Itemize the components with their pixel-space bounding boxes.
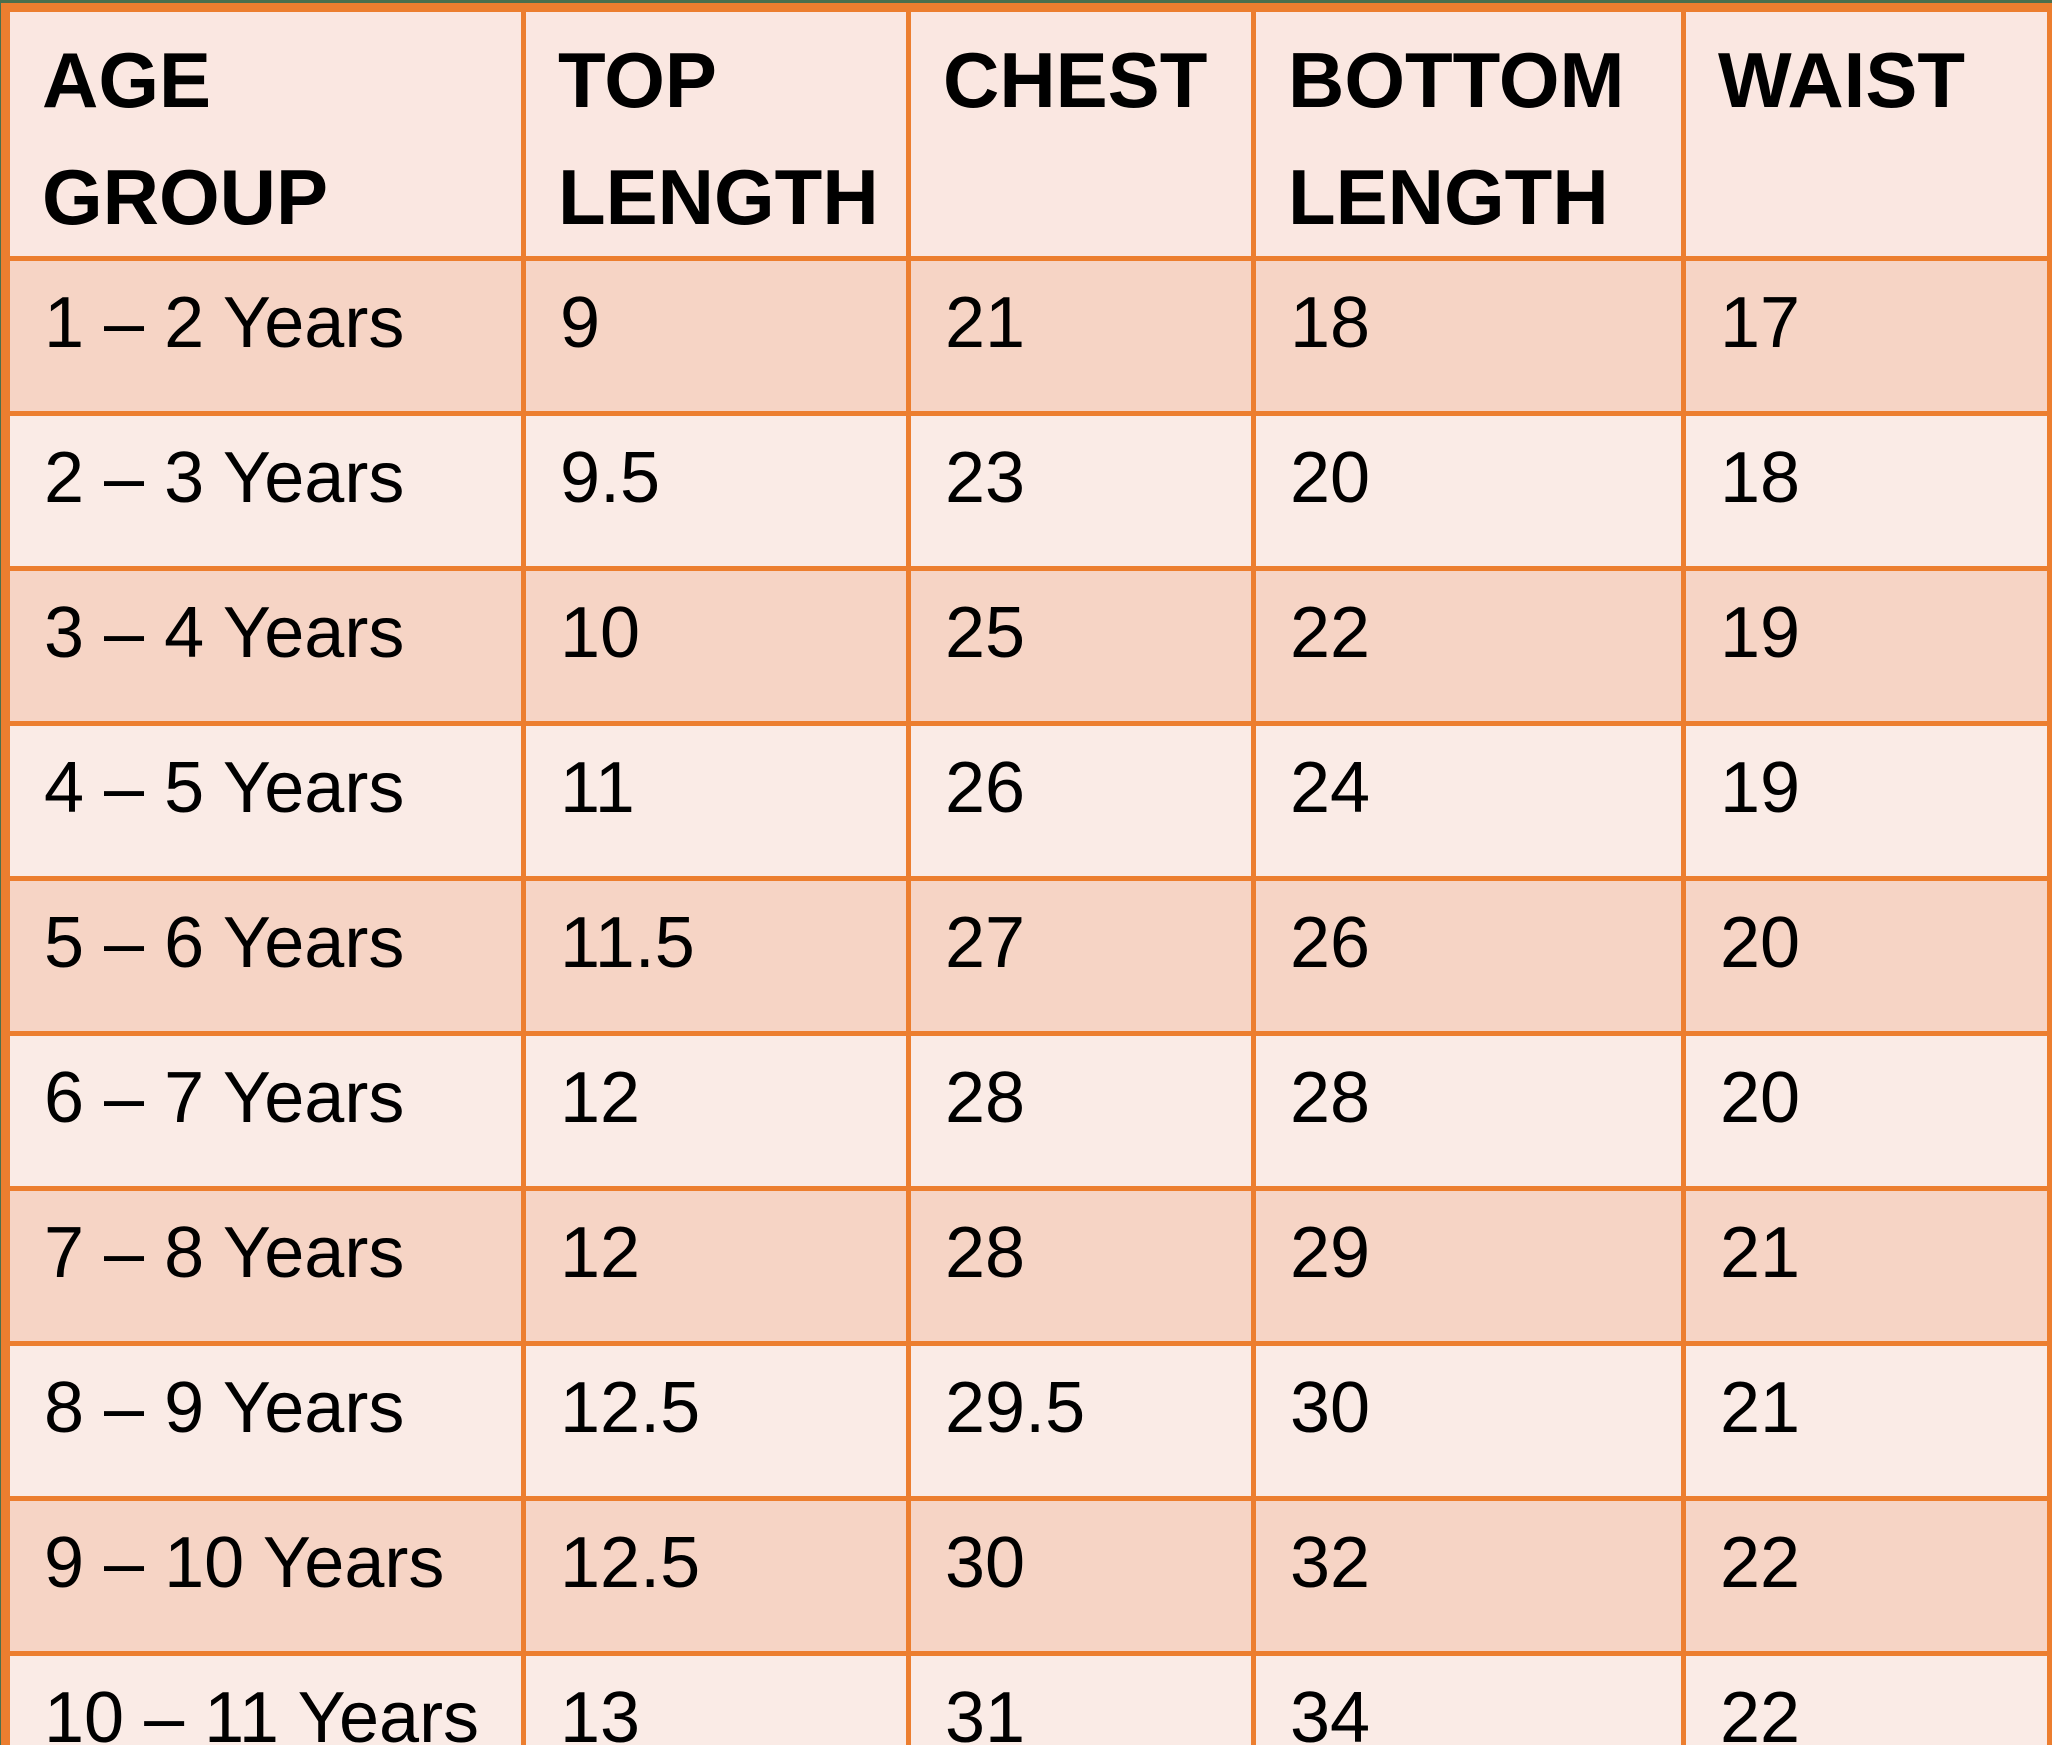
table-row: 9 – 10 Years 12.5 30 32 22: [3, 1496, 2052, 1656]
age-group-cell: 6 – 7 Years: [3, 1031, 526, 1191]
table-row: 5 – 6 Years 11.5 27 26 20: [3, 876, 2052, 1036]
measurement-cell: 28: [906, 1031, 1256, 1191]
measurement-cell: 11.5: [521, 876, 911, 1036]
measurement-cell: 17: [1681, 256, 2052, 416]
measurement-cell: 22: [1681, 1651, 2052, 1745]
table-row: 8 – 9 Years 12.5 29.5 30 21: [3, 1341, 2052, 1501]
age-group-cell: 7 – 8 Years: [3, 1186, 526, 1346]
table-row: 6 – 7 Years 12 28 28 20: [3, 1031, 2052, 1191]
measurement-cell: 24: [1251, 721, 1686, 881]
measurement-cell: 23: [906, 411, 1256, 571]
header-age-group: AGE GROUP: [3, 5, 526, 261]
measurement-cell: 30: [1251, 1341, 1686, 1501]
table-row: 1 – 2 Years 9 21 18 17: [3, 256, 2052, 416]
measurement-cell: 20: [1251, 411, 1686, 571]
measurement-cell: 20: [1681, 876, 2052, 1036]
measurement-cell: 12: [521, 1031, 911, 1191]
size-chart-table: AGE GROUP TOP LENGTH CHEST BOTTOM LENGTH…: [1, 3, 2052, 1745]
header-chest: CHEST: [906, 5, 1256, 261]
measurement-cell: 26: [1251, 876, 1686, 1036]
header-top-length: TOP LENGTH: [521, 5, 911, 261]
table-row: 7 – 8 Years 12 28 29 21: [3, 1186, 2052, 1346]
header-row: AGE GROUP TOP LENGTH CHEST BOTTOM LENGTH…: [3, 5, 2052, 261]
age-group-cell: 2 – 3 Years: [3, 411, 526, 571]
measurement-cell: 10: [521, 566, 911, 726]
measurement-cell: 34: [1251, 1651, 1686, 1745]
measurement-cell: 9: [521, 256, 911, 416]
measurement-cell: 20: [1681, 1031, 2052, 1191]
table-body: 1 – 2 Years 9 21 18 17 2 – 3 Years 9.5 23 20 18 3 …: [3, 256, 2052, 1745]
age-group-cell: 1 – 2 Years: [3, 256, 526, 416]
measurement-cell: 12.5: [521, 1496, 911, 1656]
age-group-cell: 4 – 5 Years: [3, 721, 526, 881]
measurement-cell: 31: [906, 1651, 1256, 1745]
header-waist: WAIST: [1681, 5, 2052, 261]
measurement-cell: 12.5: [521, 1341, 911, 1501]
measurement-cell: 21: [1681, 1341, 2052, 1501]
measurement-cell: 27: [906, 876, 1256, 1036]
age-group-cell: 5 – 6 Years: [3, 876, 526, 1036]
measurement-cell: 19: [1681, 721, 2052, 881]
measurement-cell: 18: [1251, 256, 1686, 416]
measurement-cell: 29.5: [906, 1341, 1256, 1501]
measurement-cell: 32: [1251, 1496, 1686, 1656]
age-group-cell: 9 – 10 Years: [3, 1496, 526, 1656]
table-row: 2 – 3 Years 9.5 23 20 18: [3, 411, 2052, 571]
measurement-cell: 22: [1251, 566, 1686, 726]
measurement-cell: 19: [1681, 566, 2052, 726]
table-row: 10 – 11 Years 13 31 34 22: [3, 1651, 2052, 1745]
measurement-cell: 28: [906, 1186, 1256, 1346]
measurement-cell: 28: [1251, 1031, 1686, 1191]
measurement-cell: 18: [1681, 411, 2052, 571]
measurement-cell: 11: [521, 721, 911, 881]
age-group-cell: 10 – 11 Years: [3, 1651, 526, 1745]
measurement-cell: 12: [521, 1186, 911, 1346]
table-header: AGE GROUP TOP LENGTH CHEST BOTTOM LENGTH…: [3, 5, 2052, 261]
measurement-cell: 21: [1681, 1186, 2052, 1346]
measurement-cell: 9.5: [521, 411, 911, 571]
measurement-cell: 30: [906, 1496, 1256, 1656]
measurement-cell: 29: [1251, 1186, 1686, 1346]
table-row: 4 – 5 Years 11 26 24 19: [3, 721, 2052, 881]
table-row: 3 – 4 Years 10 25 22 19: [3, 566, 2052, 726]
age-group-cell: 3 – 4 Years: [3, 566, 526, 726]
measurement-cell: 26: [906, 721, 1256, 881]
header-bottom-length: BOTTOM LENGTH: [1251, 5, 1686, 261]
measurement-cell: 22: [1681, 1496, 2052, 1656]
measurement-cell: 25: [906, 566, 1256, 726]
age-group-cell: 8 – 9 Years: [3, 1341, 526, 1501]
measurement-cell: 13: [521, 1651, 911, 1745]
measurement-cell: 21: [906, 256, 1256, 416]
